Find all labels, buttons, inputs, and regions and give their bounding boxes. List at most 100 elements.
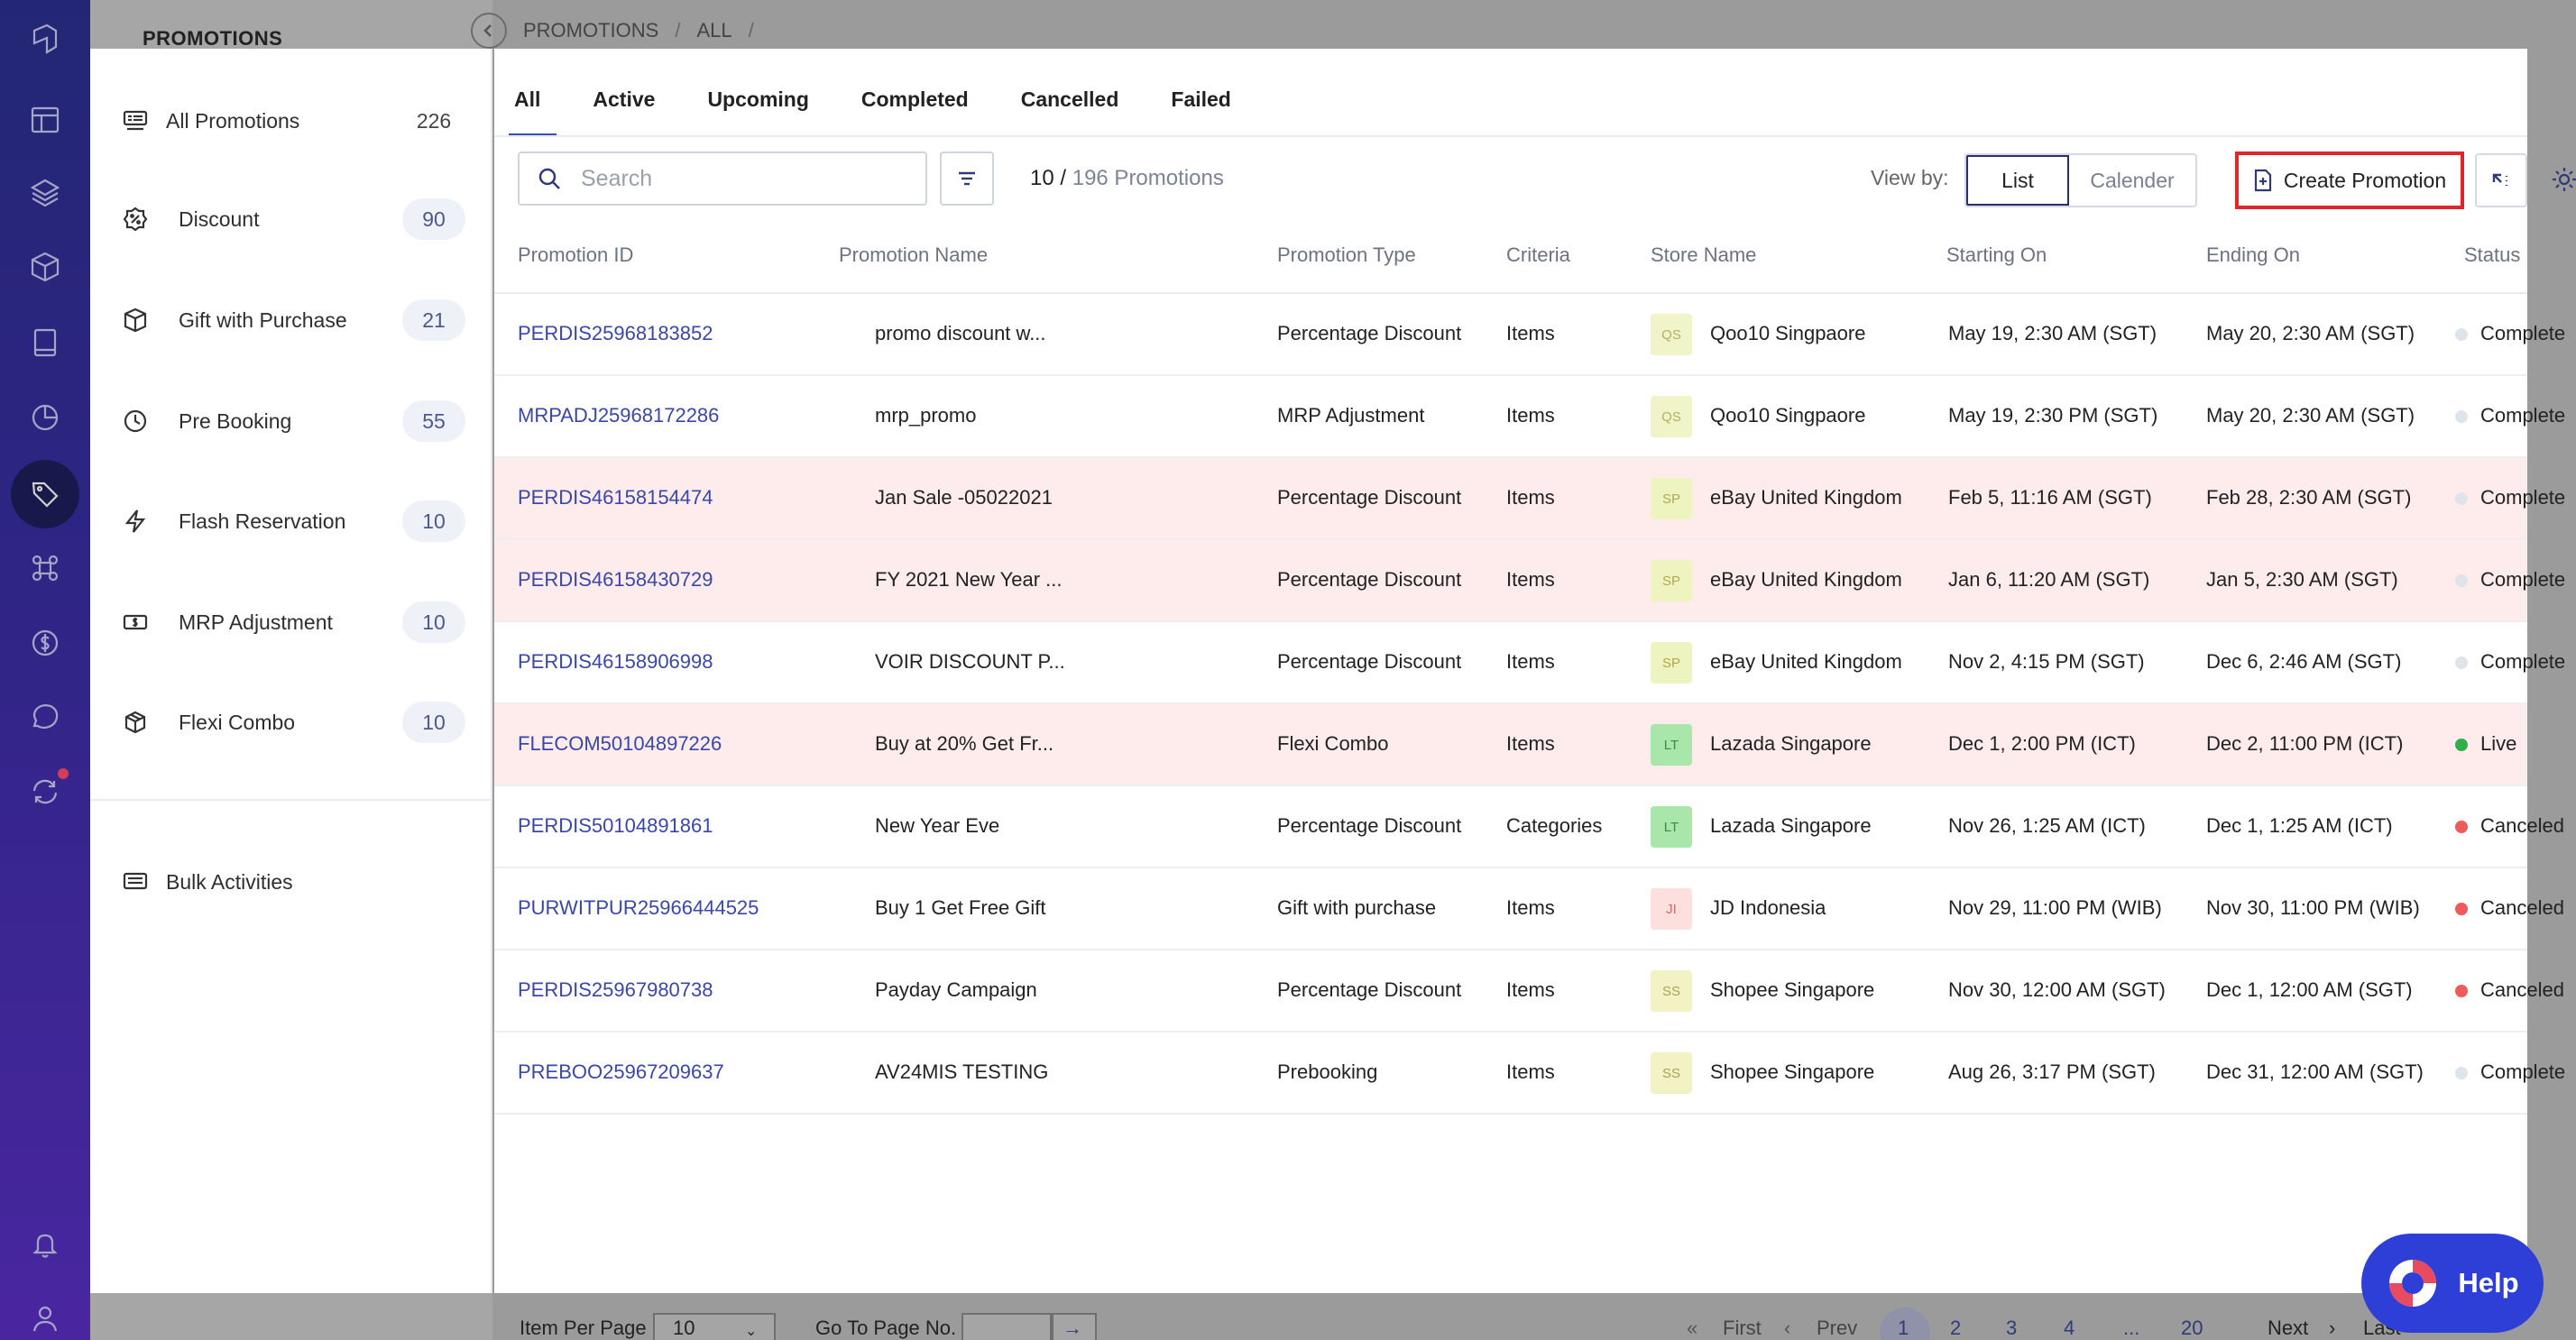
- table-row[interactable]: PURWITPUR25966444525 Buy 1 Get Free Gift G…: [494, 868, 2564, 950]
- bulk-icon: [117, 864, 153, 900]
- pie-chart-icon[interactable]: [20, 392, 70, 443]
- count-separator: /: [1053, 166, 1072, 190]
- user-icon[interactable]: [20, 1293, 70, 1340]
- tab-completed[interactable]: Completed: [860, 87, 969, 111]
- bell-icon[interactable]: [20, 1219, 70, 1270]
- item-per-page-select[interactable]: [653, 1313, 776, 1340]
- col-status[interactable]: Status: [2464, 243, 2521, 266]
- promotion-id-link[interactable]: PERDIS46158430729: [518, 568, 713, 591]
- sidebar-item-mrp-adjustment[interactable]: MRP Adjustment 10: [117, 595, 474, 649]
- col-starting-on[interactable]: Starting On: [1946, 243, 2047, 266]
- table-row[interactable]: PERDIS46158906998 VOIR DISCOUNT P... Perce…: [494, 622, 2565, 704]
- promotion-id-link[interactable]: MRPADJ25968172286: [518, 404, 720, 427]
- next-page-icon[interactable]: ›: [2329, 1317, 2336, 1339]
- sync-icon[interactable]: [20, 766, 70, 817]
- settings-gear-icon[interactable]: [2549, 164, 2576, 199]
- prev-page-icon[interactable]: ‹: [1784, 1317, 1791, 1339]
- table-row[interactable]: PREBOO25967209637 AV24MIS TESTING Prebooki…: [494, 1033, 2565, 1115]
- status-dot: [2455, 985, 2468, 998]
- tab-all[interactable]: All: [508, 79, 558, 137]
- count-badge: 226: [416, 108, 452, 133]
- promotion-id-link[interactable]: PERDIS25967980738: [518, 978, 713, 1001]
- breadcrumb-item[interactable]: ALL: [696, 19, 732, 41]
- page-20[interactable]: 20: [2181, 1317, 2203, 1339]
- promotion-id-link[interactable]: FLECOM50104897226: [518, 732, 722, 755]
- view-list-button[interactable]: List: [1966, 155, 2069, 206]
- promotion-id-link[interactable]: PERDIS46158906998: [518, 650, 713, 673]
- store-badge: SP: [1651, 560, 1692, 601]
- col-criteria[interactable]: Criteria: [1506, 243, 1570, 266]
- cube-icon[interactable]: [20, 242, 70, 292]
- app-nav-rail: [0, 0, 90, 1340]
- first-page-icon[interactable]: «: [1687, 1317, 1698, 1339]
- starting-on: Nov 26, 1:25 AM (ICT): [1948, 814, 2146, 837]
- help-button[interactable]: Help: [2361, 1234, 2544, 1333]
- search-box[interactable]: [518, 151, 927, 206]
- search-input[interactable]: [581, 165, 906, 192]
- ending-on: Dec 1, 12:00 AM (SGT): [2206, 978, 2413, 1001]
- promotion-id-link[interactable]: PERDIS25968183852: [518, 322, 713, 344]
- table-row[interactable]: MRPADJ25968172286 mrp_promo MRP Adjustment…: [494, 376, 2565, 458]
- ending-on: Nov 30, 11:00 PM (WIB): [2206, 896, 2420, 919]
- create-promotion-button[interactable]: Create Promotion: [2235, 151, 2464, 209]
- sidebar-item-discount[interactable]: Discount 90: [117, 192, 474, 246]
- prev-page-button[interactable]: Prev: [1817, 1317, 1858, 1339]
- table-row[interactable]: PERDIS46158154474 Jan Sale -05022021 Perce…: [494, 458, 2565, 540]
- table-row[interactable]: PERDIS25967980738 Payday Campaign Percenta…: [494, 950, 2564, 1033]
- table-row[interactable]: FLECOM50104897226 Buy at 20% Get Fr... Fle…: [494, 704, 2527, 786]
- promotion-name: FY 2021 New Year ...: [875, 568, 1063, 591]
- chat-icon[interactable]: [20, 692, 70, 742]
- col-promotion-name[interactable]: Promotion Name: [839, 243, 989, 266]
- tab-failed[interactable]: Failed: [1171, 87, 1231, 111]
- view-calendar-button[interactable]: Calender: [2090, 168, 2175, 192]
- page-2[interactable]: 2: [1950, 1317, 1962, 1339]
- status-label: Canceled: [2480, 978, 2564, 1001]
- breadcrumb-separator: /: [675, 19, 681, 41]
- sidebar-item-flexi-combo[interactable]: Flexi Combo 10: [117, 695, 474, 749]
- promotion-type: Flexi Combo: [1277, 732, 1389, 755]
- overlay-gutter: [2527, 0, 2576, 1340]
- goto-page-button[interactable]: [1052, 1313, 1097, 1340]
- promotion-id-link[interactable]: PERDIS46158154474: [518, 486, 713, 509]
- logo-icon[interactable]: [20, 13, 70, 63]
- sidebar-item-gift-with-purchase[interactable]: Gift with Purchase 21: [117, 293, 474, 347]
- col-promotion-id[interactable]: Promotion ID: [518, 243, 634, 266]
- sidebar-item-bulk-activities[interactable]: Bulk Activities: [117, 855, 474, 909]
- promotion-type: Percentage Discount: [1277, 322, 1462, 344]
- tab-upcoming[interactable]: Upcoming: [707, 87, 809, 111]
- page-4[interactable]: 4: [2064, 1317, 2075, 1339]
- promotions-tag-icon[interactable]: [11, 460, 79, 528]
- next-page-button[interactable]: Next: [2268, 1317, 2309, 1339]
- filter-button[interactable]: [940, 151, 994, 206]
- sidebar-item-flash-reservation[interactable]: Flash Reservation 10: [117, 494, 474, 548]
- goto-page-input[interactable]: [961, 1313, 1052, 1340]
- promotion-id-link[interactable]: PERDIS50104891861: [518, 814, 713, 837]
- col-store-name[interactable]: Store Name: [1651, 243, 1757, 266]
- tab-active[interactable]: Active: [593, 87, 656, 111]
- promotion-type: Gift with purchase: [1277, 896, 1437, 919]
- layers-icon[interactable]: [20, 168, 70, 218]
- dashboard-icon[interactable]: [20, 95, 70, 145]
- breadcrumb-item[interactable]: PROMOTIONS: [523, 19, 659, 41]
- promotion-id-link[interactable]: PURWITPUR25966444525: [518, 896, 759, 919]
- currency-icon[interactable]: [20, 618, 70, 668]
- item-per-page-value: 10: [673, 1317, 695, 1339]
- count-badge: 10: [402, 702, 465, 743]
- table-row[interactable]: PERDIS25968183852 promo discount w... Perc…: [494, 294, 2565, 376]
- page-3[interactable]: 3: [2006, 1317, 2018, 1339]
- table-row[interactable]: PERDIS46158430729 FY 2021 New Year ... Per…: [494, 540, 2565, 622]
- collapse-button[interactable]: [2475, 153, 2527, 207]
- sidebar-item-pre-booking[interactable]: Pre Booking 55: [117, 394, 474, 448]
- command-icon[interactable]: [20, 543, 70, 593]
- col-ending-on[interactable]: Ending On: [2206, 243, 2300, 266]
- book-icon[interactable]: [20, 317, 70, 368]
- tab-cancelled[interactable]: Cancelled: [1020, 87, 1119, 111]
- sidebar-item-all-promotions[interactable]: All Promotions 226: [117, 94, 474, 148]
- count-badge: 21: [402, 299, 465, 341]
- promotion-id-link[interactable]: PREBOO25967209637: [518, 1060, 724, 1083]
- table-row[interactable]: PERDIS50104891861 New Year Eve Percentage …: [494, 786, 2564, 868]
- page-1[interactable]: 1: [1898, 1317, 1909, 1339]
- back-arrow-icon[interactable]: [471, 13, 507, 49]
- first-page-button[interactable]: First: [1723, 1317, 1762, 1339]
- col-promotion-type[interactable]: Promotion Type: [1277, 243, 1416, 266]
